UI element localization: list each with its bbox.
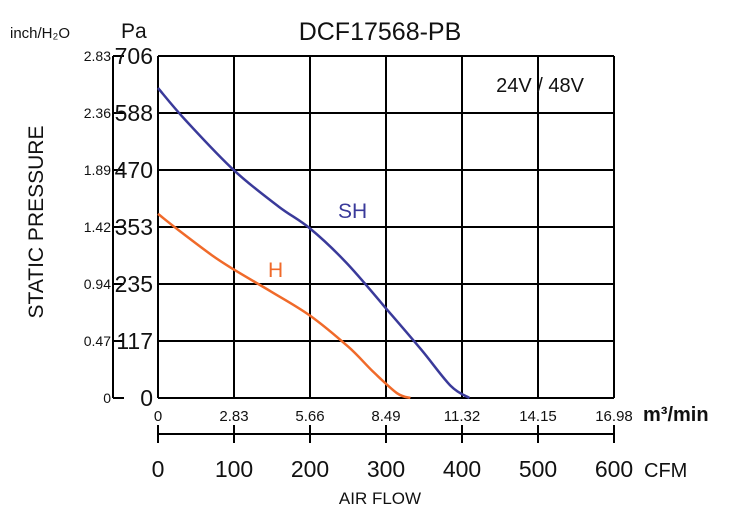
series-line-h [157,212,411,400]
axes: 001170.472350.943531.424701.895882.36706… [84,43,633,482]
x-unit-cfm: CFM [644,460,687,482]
x-tick-label-m3min: 16.98 [595,408,633,425]
y-tick-label-inch-h2o: 2.36 [84,105,111,121]
y-tick-label-pa: 588 [115,100,153,126]
y-tick-label-inch-h2o: 2.83 [84,48,111,64]
y-unit-pa: Pa [121,20,147,43]
x-tick-label-m3min: 8.49 [371,408,400,425]
y-tick-label-pa: 117 [116,328,153,354]
x-tick-label-m3min: 0 [154,408,162,425]
x-tick-label-cfm: 500 [519,456,557,482]
x-tick-label-cfm: 400 [443,456,481,482]
chart-title: DCF17568-PB [299,18,462,46]
y-tick-label-pa: 235 [115,271,153,297]
annotation-voltage: 24V / 48V [496,75,585,97]
series-line-sh [157,87,471,400]
series-label-sh: SH [338,200,367,223]
x-unit-m3min: m³/min [643,404,709,426]
y-tick-label-inch-h2o: 0 [103,390,111,406]
x-tick-label-m3min: 5.66 [295,408,324,425]
x-tick-label-cfm: 200 [291,456,329,482]
y-tick-label-pa: 0 [140,385,153,411]
x-tick-label-m3min: 11.32 [444,408,480,425]
x-tick-label-cfm: 300 [367,456,405,482]
x-tick-label-cfm: 600 [595,456,633,482]
y-tick-label-inch-h2o: 1.89 [84,162,111,178]
series: SH H [157,87,471,400]
y-tick-label-pa: 470 [115,157,153,183]
y-tick-label-inch-h2o: 1.42 [84,219,111,235]
series-label-h: H [268,259,283,282]
grid [157,55,615,399]
y-unit-inch-h2o: inch/H₂O [10,25,70,42]
y-axis-label: STATIC PRESSURE [25,126,48,319]
y-tick-label-pa: 353 [115,214,153,240]
x-tick-label-cfm: 100 [215,456,253,482]
x-tick-label-m3min: 14.15 [519,408,557,425]
x-axis-label: AIR FLOW [339,489,421,508]
y-tick-label-pa: 706 [115,43,153,69]
x-tick-label-m3min: 2.83 [219,408,248,425]
y-tick-label-inch-h2o: 0.47 [84,333,111,349]
y-tick-label-inch-h2o: 0.94 [84,276,111,292]
x-tick-label-cfm: 0 [152,456,165,482]
